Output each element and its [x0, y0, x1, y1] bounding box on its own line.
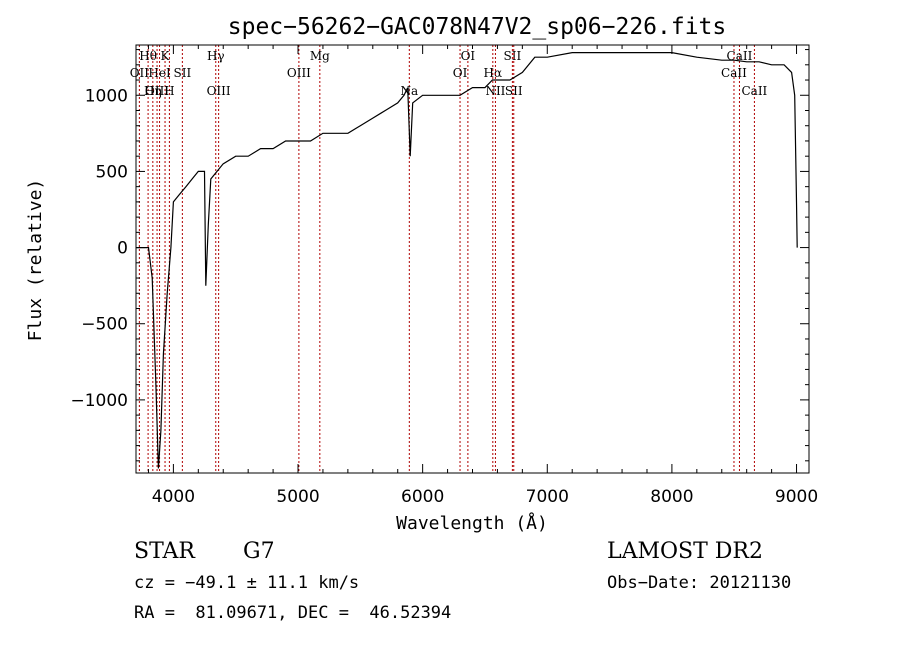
line-marker-label: K — [161, 49, 171, 63]
line-marker-label: CaII — [741, 84, 767, 98]
line-marker-label: OII — [130, 66, 150, 80]
chart-title: spec−56262−GAC078N47V2_sp06−226.fits — [228, 14, 727, 40]
line-marker-label: OI — [453, 66, 468, 80]
x-tick-label: 5000 — [276, 487, 319, 507]
line-marker-label: HeI — [148, 66, 171, 80]
y-tick-label: 1000 — [85, 86, 128, 106]
object-class: STAR — [134, 539, 195, 564]
y-tick-label: 500 — [96, 162, 128, 182]
y-axis-label: Flux (relative) — [25, 179, 46, 342]
y-tick-label: −1000 — [70, 391, 128, 411]
line-marker-label: CaII — [721, 66, 747, 80]
line-marker-label: Hα — [484, 66, 503, 80]
line-marker-label: OIII — [145, 84, 169, 98]
line-marker-label: Hθ — [139, 49, 157, 63]
x-tick-label: 7000 — [526, 487, 569, 507]
line-marker-label: SII — [504, 49, 522, 63]
x-axis-label: Wavelength (Å) — [396, 512, 548, 534]
y-axis-ticks: −1000 −500 0 500 1000 — [70, 49, 809, 462]
subclass: G7 — [243, 539, 275, 564]
redshift-velocity: cz = −49.1 ± 11.1 km/s — [134, 573, 360, 593]
x-tick-label: 8000 — [650, 487, 693, 507]
spectrum-line — [136, 51, 798, 469]
line-marker-label: H — [164, 84, 174, 98]
line-marker-label: Hη — [144, 84, 162, 98]
line-marker-label: SII — [505, 84, 523, 98]
plot-frame — [135, 44, 810, 474]
x-axis-ticks: 4000 5000 6000 7000 8000 9000 — [147, 45, 818, 507]
line-marker-label: OIII — [207, 84, 231, 98]
spectrum-series — [136, 51, 798, 469]
y-tick-label: 0 — [117, 239, 128, 259]
coordinates: RA = 81.09671, DEC = 46.52394 — [134, 603, 452, 623]
line-marker-label: OI — [461, 49, 476, 63]
observation-date: Obs−Date: 20121130 — [607, 573, 792, 593]
x-tick-label: 4000 — [152, 487, 195, 507]
x-tick-label: 6000 — [401, 487, 444, 507]
line-marker-label: OIII — [287, 66, 311, 80]
y-tick-label: −500 — [81, 315, 128, 335]
survey-name: LAMOST DR2 — [607, 539, 763, 564]
x-tick-label: 9000 — [775, 487, 818, 507]
line-marker-label: NII — [485, 84, 505, 98]
line-marker-label: CaII — [727, 49, 753, 63]
line-marker-label: Hγ — [207, 49, 225, 63]
line-marker-label: Mg — [310, 49, 330, 63]
line-marker-label: SII — [174, 66, 192, 80]
